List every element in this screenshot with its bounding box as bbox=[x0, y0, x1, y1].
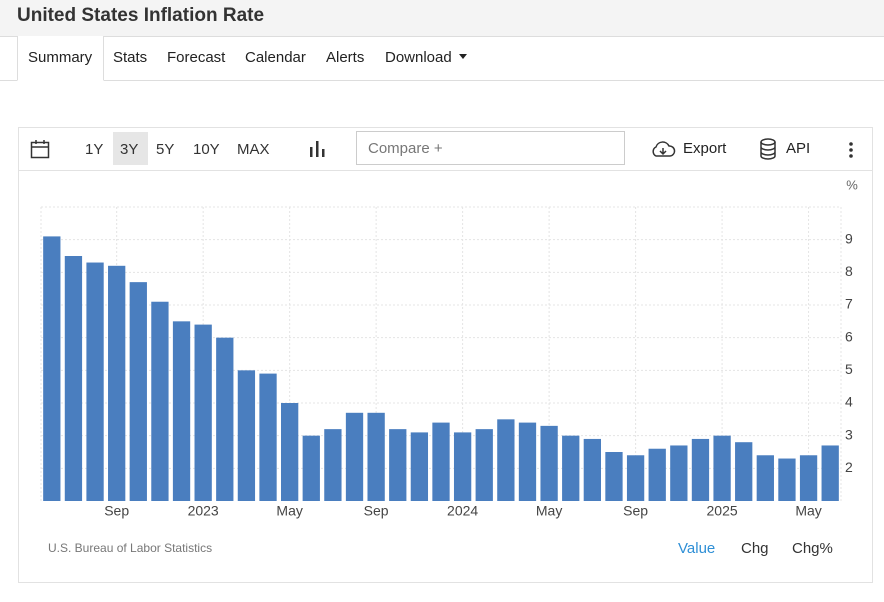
y-tick-label: 4 bbox=[845, 394, 853, 410]
calendar-icon[interactable] bbox=[30, 139, 50, 159]
compare-placeholder: Compare + bbox=[368, 140, 443, 157]
bar bbox=[237, 370, 256, 501]
tab[interactable]: Forecast bbox=[167, 49, 226, 66]
y-tick-label: 9 bbox=[845, 230, 853, 246]
mode-button[interactable]: Chg bbox=[741, 540, 769, 557]
bar bbox=[108, 265, 126, 501]
bar bbox=[605, 452, 623, 501]
x-tick-label: 2025 bbox=[707, 503, 738, 519]
top-bar bbox=[0, 0, 884, 37]
tab[interactable]: Stats bbox=[113, 49, 148, 66]
range-button[interactable]: 1Y bbox=[85, 141, 104, 158]
range-button[interactable]: 5Y bbox=[156, 141, 175, 158]
bar bbox=[281, 403, 299, 501]
x-tick-label: Sep bbox=[364, 503, 389, 519]
bar bbox=[345, 412, 364, 501]
bar bbox=[259, 373, 277, 501]
bar bbox=[475, 429, 493, 501]
y-tick-label: 6 bbox=[845, 328, 853, 344]
dropdown-caret bbox=[459, 54, 467, 59]
chart-type-icon[interactable] bbox=[309, 140, 327, 158]
range-button[interactable]: MAX bbox=[237, 141, 270, 158]
export-button[interactable]: Export bbox=[683, 140, 727, 157]
bar bbox=[583, 438, 601, 501]
bar bbox=[518, 422, 537, 501]
mode-button[interactable]: Chg% bbox=[792, 540, 833, 557]
bar bbox=[43, 236, 61, 501]
bar bbox=[670, 445, 688, 501]
y-tick-label: 5 bbox=[845, 361, 853, 377]
bar bbox=[367, 412, 385, 501]
export-icon[interactable] bbox=[650, 140, 676, 158]
x-tick-label: Sep bbox=[623, 503, 648, 519]
y-tick-label: 8 bbox=[845, 263, 853, 279]
x-tick-label: 2023 bbox=[188, 503, 219, 519]
bar bbox=[410, 432, 429, 501]
bar bbox=[302, 435, 320, 501]
bar bbox=[86, 262, 104, 501]
page-title: United States Inflation Rate bbox=[17, 5, 265, 26]
bar bbox=[172, 321, 191, 501]
tab[interactable]: Summary bbox=[28, 49, 93, 66]
bar bbox=[562, 435, 580, 501]
range-button[interactable]: 3Y bbox=[120, 141, 139, 158]
bar bbox=[432, 422, 450, 501]
bar bbox=[64, 256, 83, 501]
y-tick-label: 3 bbox=[845, 426, 853, 442]
toolbar-divider bbox=[18, 170, 872, 171]
bar bbox=[713, 435, 731, 501]
tab-bar: Summary Stats Forecast Calendar Alerts D… bbox=[0, 36, 884, 81]
bar bbox=[151, 301, 169, 501]
range-active-bg bbox=[113, 132, 148, 165]
bar bbox=[453, 432, 472, 501]
y-tick-label: 2 bbox=[845, 459, 853, 475]
bar bbox=[648, 448, 666, 501]
api-button[interactable]: API bbox=[786, 140, 811, 157]
bar bbox=[540, 425, 558, 501]
tab[interactable]: Calendar bbox=[245, 49, 306, 66]
bar bbox=[756, 455, 774, 501]
bar bbox=[799, 455, 818, 501]
x-tick-label: May bbox=[536, 503, 562, 519]
bar bbox=[778, 458, 796, 501]
active-tab-bg bbox=[17, 36, 104, 81]
x-tick-label: Sep bbox=[104, 503, 129, 519]
y-unit: % bbox=[846, 177, 858, 192]
bar bbox=[497, 419, 515, 501]
bar bbox=[216, 337, 234, 501]
more-icon[interactable] bbox=[847, 141, 855, 159]
bar bbox=[735, 442, 753, 501]
api-icon[interactable] bbox=[759, 138, 777, 160]
x-tick-label: May bbox=[795, 503, 821, 519]
mode-button[interactable]: Value bbox=[678, 540, 716, 557]
source: U.S. Bureau of Labor Statistics bbox=[48, 541, 212, 555]
tab[interactable]: Alerts bbox=[326, 49, 365, 66]
range-button[interactable]: 10Y bbox=[193, 141, 220, 158]
bar bbox=[129, 282, 147, 501]
y-tick-label: 7 bbox=[845, 296, 853, 312]
bar bbox=[821, 445, 839, 501]
tab[interactable]: Download bbox=[385, 49, 452, 66]
bar bbox=[389, 429, 407, 501]
chart-panel bbox=[18, 127, 873, 583]
x-tick-label: May bbox=[276, 503, 302, 519]
bar bbox=[691, 438, 710, 501]
bar bbox=[324, 429, 342, 501]
compare-input[interactable]: Compare + bbox=[356, 131, 625, 165]
bar bbox=[194, 324, 212, 501]
x-tick-label: 2024 bbox=[447, 503, 478, 519]
bar bbox=[626, 455, 645, 501]
